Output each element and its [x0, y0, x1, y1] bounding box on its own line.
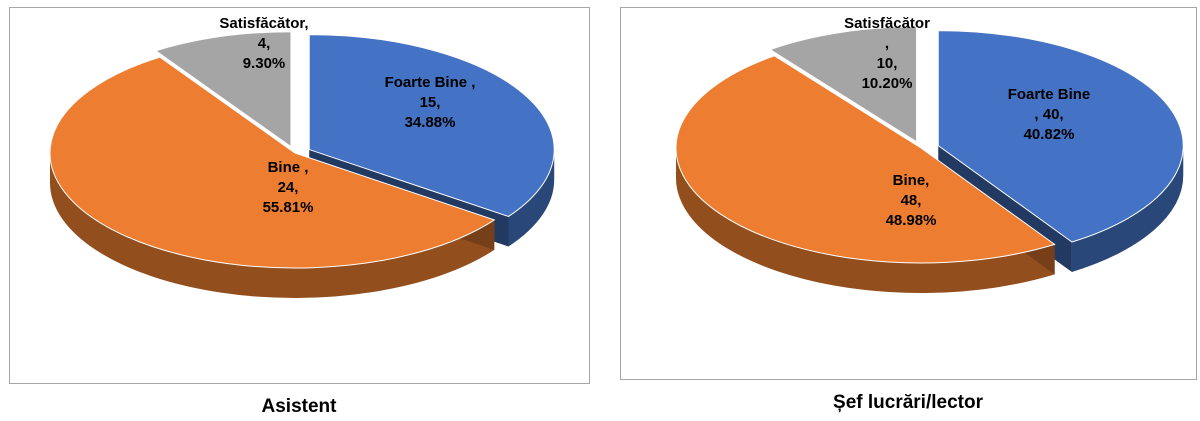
chart-panel-asistent: Foarte Bine , 15, 34.88% Bine , 24, 55.81% Sat… — [9, 7, 590, 384]
data-label-line: Foarte Bine — [1008, 86, 1091, 103]
data-label-bine: Bine, 48, 48.98% — [886, 172, 937, 229]
data-label-satisfacator: Satisfăcător, 4, 9.30% — [219, 15, 308, 72]
data-label-line: 48.98% — [886, 212, 937, 229]
data-label-line: , 40, — [1034, 106, 1063, 123]
slice-satisfacator — [768, 26, 918, 143]
data-label-satisfacator: Satisfăcător, 10, 10.20% — [844, 15, 930, 92]
data-label-line: 34.88% — [405, 114, 456, 131]
data-label-foarte-bine: Foarte Bine , 15, 34.88% — [385, 74, 476, 131]
data-label-line: Bine , — [268, 159, 309, 176]
data-label-line: 10, — [877, 55, 898, 72]
slice-side-foarte-bine — [1071, 145, 1184, 272]
slice-side-bine — [50, 153, 495, 298]
slice-bine — [675, 55, 1056, 293]
pie-chart-asistent: Foarte Bine , 15, 34.88% Bine , 24, 55.81% Sat… — [49, 15, 555, 298]
slice-top-satisfacator — [768, 26, 918, 143]
data-label-line: Satisfăcător — [844, 15, 930, 32]
chart-title-asistent: Asistent — [261, 396, 337, 417]
data-label-line: 10.20% — [862, 75, 913, 92]
chart-title-sef-lucrari: Șef lucrări/lector — [833, 392, 983, 413]
slice-top-satisfacator — [154, 31, 292, 148]
data-label-line: , — [885, 35, 889, 52]
data-label-line: 15, — [420, 94, 441, 111]
slice-bine — [49, 56, 496, 298]
data-label-line: 4, — [258, 35, 271, 52]
data-label-foarte-bine: Foarte Bine , 40, 40.82% — [1008, 86, 1091, 143]
data-label-line: Foarte Bine , — [385, 74, 476, 91]
data-label-line: 9.30% — [243, 55, 286, 72]
slice-satisfacator — [154, 31, 292, 148]
slice-side-bine — [676, 148, 1055, 293]
slice-top-bine — [675, 55, 1056, 264]
slice-top-bine — [49, 56, 496, 269]
data-label-line: 48, — [901, 192, 922, 209]
data-label-line: 55.81% — [263, 199, 314, 216]
pie-chart-sef-lucrari: Foarte Bine , 40, 40.82% Bine, 48, 48.98% Sati… — [675, 15, 1184, 293]
data-label-line: Bine, — [893, 172, 930, 189]
slice-side-foarte-bine — [508, 149, 555, 247]
data-label-line: Satisfăcător, — [219, 15, 308, 32]
slice-top-foarte-bine — [308, 34, 555, 218]
data-label-line: 24, — [278, 179, 299, 196]
slice-top-foarte-bine — [937, 30, 1184, 243]
data-label-line: 40.82% — [1024, 126, 1075, 143]
data-label-bine: Bine , 24, 55.81% — [263, 159, 314, 216]
chart-panel-sef-lucrari: Foarte Bine , 40, 40.82% Bine, 48, 48.98% Sati… — [620, 7, 1197, 380]
